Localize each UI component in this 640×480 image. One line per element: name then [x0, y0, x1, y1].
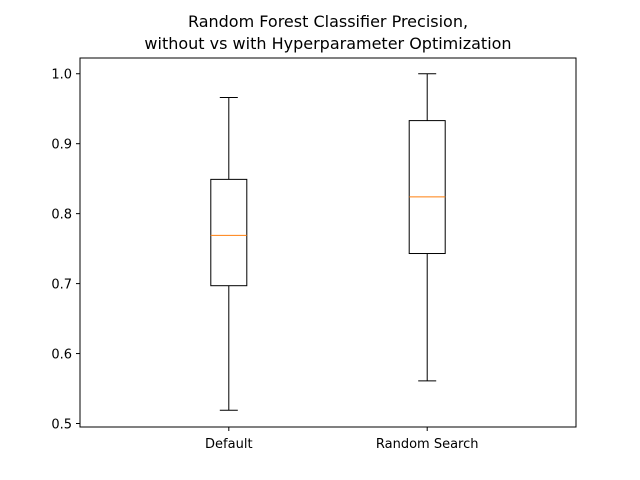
chart-title-line-2: without vs with Hyperparameter Optimizat… [144, 34, 511, 53]
chart-title-line-1: Random Forest Classifier Precision, [188, 12, 468, 31]
plot-area: Default Random Search 0.5 0.6 0.7 0.8 0.9 1.0 [51, 57, 577, 452]
x-tick-label-1: Random Search [376, 437, 479, 452]
box-iqr-1 [408, 120, 446, 255]
y-tick-label-2: 0.7 [51, 278, 72, 293]
y-tick-label-5: 1.0 [51, 68, 72, 83]
y-tick-label-4: 0.9 [51, 138, 72, 153]
y-tick-label-0: 0.5 [51, 418, 72, 433]
box-iqr-0 [210, 178, 248, 287]
y-tick-label-3: 0.8 [51, 208, 72, 223]
y-tick-label-1: 0.6 [51, 348, 72, 363]
axes-frame [79, 57, 577, 428]
x-tick-label-0: Default [205, 437, 253, 452]
